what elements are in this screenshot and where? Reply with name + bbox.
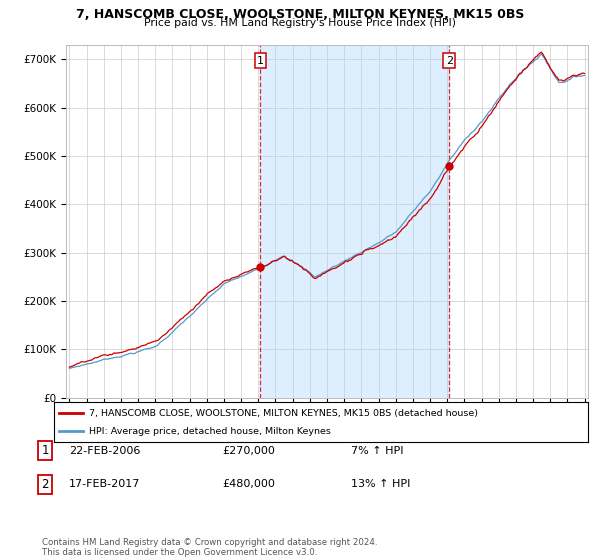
Text: 2: 2	[446, 55, 453, 66]
Text: £270,000: £270,000	[222, 446, 275, 456]
Text: 13% ↑ HPI: 13% ↑ HPI	[351, 479, 410, 489]
Text: HPI: Average price, detached house, Milton Keynes: HPI: Average price, detached house, Milt…	[89, 427, 331, 436]
Text: Contains HM Land Registry data © Crown copyright and database right 2024.
This d: Contains HM Land Registry data © Crown c…	[42, 538, 377, 557]
Text: 2: 2	[41, 478, 49, 491]
Text: Price paid vs. HM Land Registry's House Price Index (HPI): Price paid vs. HM Land Registry's House …	[144, 18, 456, 29]
Text: £480,000: £480,000	[222, 479, 275, 489]
Text: 7% ↑ HPI: 7% ↑ HPI	[351, 446, 404, 456]
Text: 22-FEB-2006: 22-FEB-2006	[69, 446, 140, 456]
Text: 7, HANSCOMB CLOSE, WOOLSTONE, MILTON KEYNES, MK15 0BS (detached house): 7, HANSCOMB CLOSE, WOOLSTONE, MILTON KEY…	[89, 409, 478, 418]
Text: 1: 1	[257, 55, 264, 66]
Text: 17-FEB-2017: 17-FEB-2017	[69, 479, 140, 489]
Text: 7, HANSCOMB CLOSE, WOOLSTONE, MILTON KEYNES, MK15 0BS: 7, HANSCOMB CLOSE, WOOLSTONE, MILTON KEY…	[76, 8, 524, 21]
Bar	[260, 45, 449, 398]
Text: 1: 1	[41, 444, 49, 458]
